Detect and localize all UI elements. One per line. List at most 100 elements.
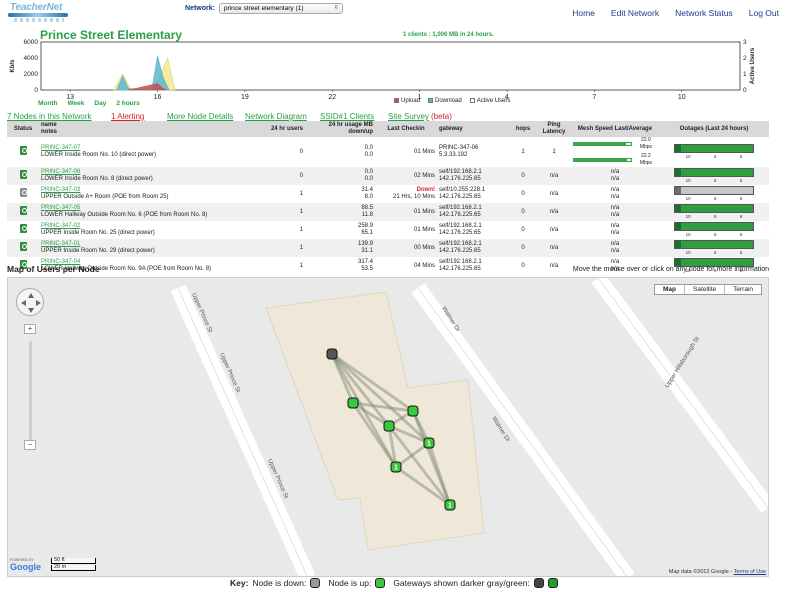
teachernet-logo[interactable]: TeacherNet xyxy=(6,2,76,24)
mesh-speed-values: n/a n/a xyxy=(573,259,657,273)
outage-timeline-bar[interactable] xyxy=(674,257,754,267)
col-users[interactable]: 24 hr users xyxy=(265,121,305,137)
map-type-terrain-button[interactable]: Terrain xyxy=(724,285,761,294)
col-notes-label: notes xyxy=(41,129,58,135)
mesh-average-value: n/a xyxy=(610,194,620,200)
node-name-link[interactable]: PRINC-347-02 xyxy=(41,223,81,229)
col-outages[interactable]: Outages (Last 24 hours) xyxy=(659,121,769,137)
gateway-node-marker[interactable] xyxy=(326,348,338,360)
table-row[interactable]: PRINC-347-03 UPPER Outside A+ Room (POE f… xyxy=(7,185,769,203)
map-zoom-slider[interactable] xyxy=(29,341,32,441)
mesh-speed-values: n/a n/a xyxy=(573,169,657,183)
checkin-cell: 01 Mins xyxy=(375,203,437,221)
col-usage[interactable]: 24 hr usage MB down/up xyxy=(305,121,375,137)
nav-network-status-link[interactable]: Network Status xyxy=(675,8,733,18)
ssid-clients-link[interactable]: SSID#1 Clients xyxy=(320,112,375,121)
nav-edit-network-link[interactable]: Edit Network xyxy=(610,8,660,18)
nodes-table-body: PRINC-347-07 LOWER Inside Room No. 10 (di… xyxy=(7,137,769,275)
network-diagram-link[interactable]: Network Diagram xyxy=(245,112,307,121)
node-name-link[interactable]: PRINC-347-05 xyxy=(41,205,81,211)
col-checkin[interactable]: Last Checkin xyxy=(375,121,437,137)
nav-home-link[interactable]: Home xyxy=(572,8,595,18)
x-tick-label: 1 xyxy=(418,94,422,101)
series-area-upload xyxy=(128,83,168,91)
hops-cell: 0 xyxy=(509,239,537,257)
google-logo[interactable]: POWERED BY Google xyxy=(10,558,41,572)
gateway-secondary: 142.176.225.65 xyxy=(439,230,481,236)
status-cell xyxy=(7,185,39,203)
users-per-node-map[interactable]: Upper Prince St Upper Prince St Upper Prin… xyxy=(7,277,769,577)
checkin-time: 01 Mins xyxy=(413,226,435,233)
hops-cell: 1 xyxy=(521,148,525,155)
outage-timeline-bar[interactable] xyxy=(674,221,754,231)
col-hops[interactable]: hops xyxy=(509,121,537,137)
table-row[interactable]: PRINC-347-04 LOWER Hallway Outside Room N… xyxy=(7,257,769,275)
mesh-link xyxy=(388,424,430,445)
network-dropdown[interactable]: prince street elementary (1) ⇳ xyxy=(218,3,343,14)
range-month-link[interactable]: Month xyxy=(38,100,58,107)
node-name-link[interactable]: PRINC-347-04 xyxy=(41,259,81,265)
outage-timeline-bar[interactable] xyxy=(674,239,754,249)
node-marker[interactable]: 1 xyxy=(423,437,435,449)
col-status[interactable]: Status xyxy=(7,121,39,137)
table-row[interactable]: PRINC-347-07 LOWER Inside Room No. 10 (di… xyxy=(7,137,769,167)
node-name-link[interactable]: PRINC-347-06 xyxy=(41,169,81,175)
nodes-count-link[interactable]: 7 Nodes in this Network xyxy=(7,112,92,121)
table-row[interactable]: PRINC-347-05 LOWER Hallway Outside Room N… xyxy=(7,203,769,221)
node-marker[interactable] xyxy=(407,405,419,417)
gateway-primary: self/192.168.2.1 xyxy=(439,205,482,211)
map-type-map-button[interactable]: Map xyxy=(663,286,676,293)
alerting-link[interactable]: 1 Alerting xyxy=(111,112,145,121)
more-node-details-link[interactable]: More Node Details xyxy=(167,112,234,121)
map-zoom-in-button[interactable]: + xyxy=(24,324,36,334)
outage-segment xyxy=(675,258,681,266)
node-name-link[interactable]: PRINC-347-01 xyxy=(41,241,81,247)
network-dropdown-value: prince street elementary (1) xyxy=(223,5,304,12)
node-name-link[interactable]: PRINC-347-07 xyxy=(41,145,81,151)
outage-timeline-bar[interactable] xyxy=(674,167,754,177)
y-left-axis-label: Kb/s xyxy=(10,59,16,73)
x-tick-label: 4 xyxy=(505,94,509,101)
outage-tick: 6 xyxy=(739,213,743,219)
outage-segment xyxy=(675,222,681,230)
outage-ticks: 10 6 6 xyxy=(674,249,754,256)
x-tick-label: 22 xyxy=(328,94,336,101)
outage-segment xyxy=(675,144,681,152)
table-row[interactable]: PRINC-347-06 LOWER Inside Room No. 8 (dir… xyxy=(7,167,769,185)
table-row[interactable]: PRINC-347-01 UPPER Inside Room No. 29 (di… xyxy=(7,239,769,257)
col-ping[interactable]: Ping Latency xyxy=(537,121,571,137)
range-2hours-link[interactable]: 2 hours xyxy=(116,100,140,107)
col-gateway[interactable]: gateway xyxy=(437,121,509,137)
scale-meters: 20 m xyxy=(51,564,96,571)
site-survey-link[interactable]: Site Survey xyxy=(388,112,429,121)
node-marker[interactable]: 1 xyxy=(390,461,402,473)
outage-tick: 6 xyxy=(713,213,717,219)
gateway-cell: self/192.168.2.1 142.176.225.65 xyxy=(437,221,509,239)
map-pan-control[interactable] xyxy=(16,288,44,316)
node-marker[interactable] xyxy=(383,420,395,432)
outage-timeline-bar[interactable] xyxy=(674,143,754,153)
mesh-link xyxy=(330,353,391,427)
range-day-link[interactable]: Day xyxy=(94,100,107,107)
node-marker[interactable]: 1 xyxy=(444,499,456,511)
map-zoom-out-button[interactable]: − xyxy=(24,440,36,450)
table-row[interactable]: PRINC-347-02 UPPER Inside Room No. 25 (di… xyxy=(7,221,769,239)
outage-timeline-bar[interactable] xyxy=(674,185,754,195)
name-notes-cell: PRINC-347-06 LOWER Inside Room No. 8 (dir… xyxy=(39,167,265,185)
mesh-link xyxy=(352,401,414,413)
outages-cell: 10 6 6 xyxy=(659,239,769,257)
outage-timeline-bar[interactable] xyxy=(674,203,754,213)
node-user-count: 1 xyxy=(427,441,431,448)
legend-upload-swatch xyxy=(394,98,399,103)
beta-label: (beta) xyxy=(431,112,452,121)
nav-log-out-link[interactable]: Log Out xyxy=(748,8,779,18)
gateway-secondary: 142.176.225.65 xyxy=(439,176,481,182)
node-marker[interactable] xyxy=(347,397,359,409)
map-type-satellite-button[interactable]: Satellite xyxy=(684,285,724,294)
node-name-link[interactable]: PRINC-347-03 xyxy=(41,187,81,193)
terms-of-use-link[interactable]: Terms of Use xyxy=(733,569,766,575)
col-mesh-speed[interactable]: Mesh Speed Last/Average xyxy=(571,121,659,137)
range-week-link[interactable]: Week xyxy=(67,100,85,107)
col-name-notes[interactable]: name notes xyxy=(39,121,265,137)
